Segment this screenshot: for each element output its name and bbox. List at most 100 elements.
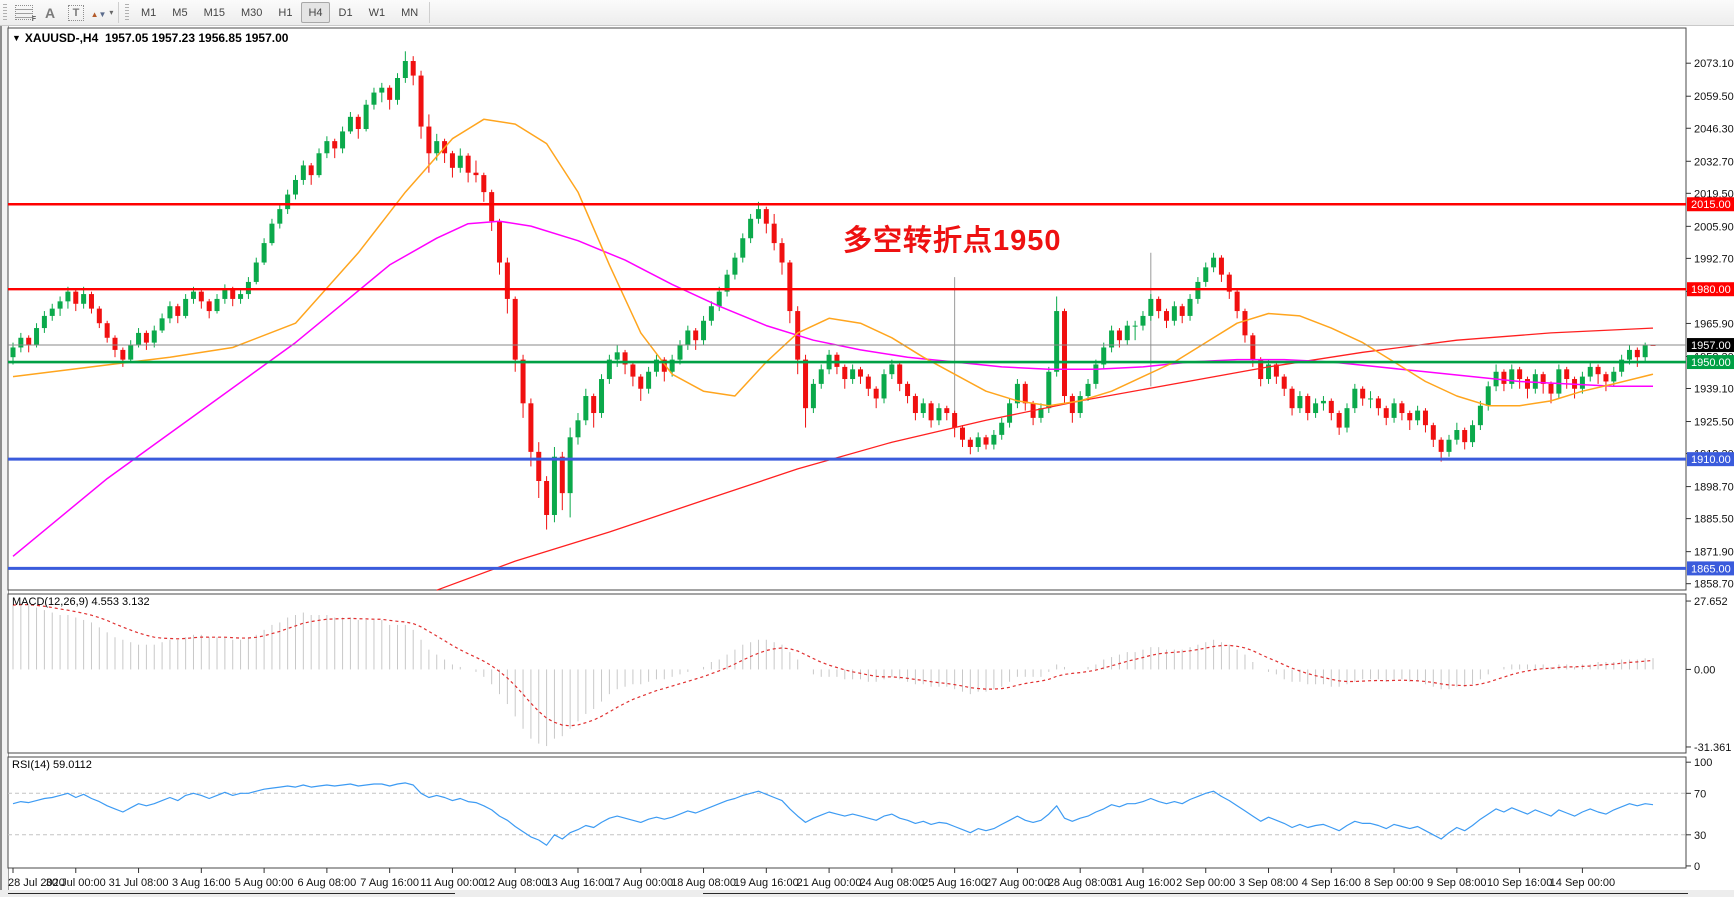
svg-text:18 Aug 08:00: 18 Aug 08:00 xyxy=(671,877,736,889)
svg-text:1858.70: 1858.70 xyxy=(1694,579,1734,591)
svg-text:19 Aug 16:00: 19 Aug 16:00 xyxy=(734,877,799,889)
timeframe-button-M30[interactable]: M30 xyxy=(240,6,263,19)
svg-text:30: 30 xyxy=(1694,830,1706,842)
grid-f-tool-button[interactable]: F xyxy=(11,2,37,23)
grid-f-icon: F xyxy=(15,5,36,23)
text-label-icon: A xyxy=(44,4,56,21)
chart-annotation-text[interactable]: 多空转折点1950 xyxy=(843,225,1062,257)
svg-text:28 Jul 2020: 28 Jul 2020 xyxy=(8,877,65,889)
chart-ohlc-values: 1957.05 1957.23 1956.85 1957.00 xyxy=(104,31,289,45)
timeframe-button-H4[interactable]: H4 xyxy=(301,2,330,23)
hline-price-label xyxy=(1687,452,1734,467)
svg-text:25 Aug 16:00: 25 Aug 16:00 xyxy=(922,877,987,889)
arrows-icon: ▲▼ xyxy=(91,4,107,22)
svg-text:3 Aug 16:00: 3 Aug 16:00 xyxy=(172,877,231,889)
svg-text:21 Aug 00:00: 21 Aug 00:00 xyxy=(797,877,862,889)
arrows-tool-button[interactable]: ▲▼ ▾ xyxy=(89,2,115,23)
svg-text:1871.90: 1871.90 xyxy=(1694,547,1734,559)
horizontal-lines-layer xyxy=(8,203,1686,570)
svg-text:2059.50: 2059.50 xyxy=(1694,91,1734,103)
price-pane[interactable] xyxy=(7,27,1687,591)
svg-text:9 Sep 08:00: 9 Sep 08:00 xyxy=(1427,877,1486,889)
svg-text:2005.90: 2005.90 xyxy=(1694,221,1734,233)
ma-line-slow-red xyxy=(436,327,1654,591)
svg-text:12 Aug 08:00: 12 Aug 08:00 xyxy=(483,877,548,889)
svg-text:1957.00: 1957.00 xyxy=(1691,340,1731,352)
hline-price-label xyxy=(1687,355,1734,370)
symbol-dropdown-icon[interactable]: ▼ xyxy=(12,33,21,43)
svg-text:1925.50: 1925.50 xyxy=(1694,417,1734,429)
rsi-pane[interactable] xyxy=(7,756,1687,869)
svg-text:0.00: 0.00 xyxy=(1694,664,1715,676)
toolbar-grip[interactable] xyxy=(3,4,7,21)
svg-text:5 Aug 00:00: 5 Aug 00:00 xyxy=(235,877,294,889)
timeframe-button-M15[interactable]: M15 xyxy=(203,6,225,19)
ma-line-fast-orange xyxy=(12,118,1654,407)
svg-text:6 Aug 08:00: 6 Aug 08:00 xyxy=(298,877,357,889)
svg-text:8 Sep 00:00: 8 Sep 00:00 xyxy=(1364,877,1423,889)
hline-price-label xyxy=(1687,282,1734,297)
timeframe-button-M5[interactable]: M5 xyxy=(172,6,188,19)
svg-text:31 Jul 08:00: 31 Jul 08:00 xyxy=(109,877,169,889)
svg-text:7 Aug 16:00: 7 Aug 16:00 xyxy=(360,877,419,889)
svg-text:70: 70 xyxy=(1694,788,1706,800)
svg-text:27.652: 27.652 xyxy=(1694,596,1728,608)
hline-price-label xyxy=(1687,561,1734,576)
svg-text:17 Aug 00:00: 17 Aug 00:00 xyxy=(608,877,673,889)
svg-text:1939.10: 1939.10 xyxy=(1694,384,1734,396)
svg-text:2015.00: 2015.00 xyxy=(1691,199,1731,211)
macd-axis: 27.652 0.00 -31.361 xyxy=(1686,596,1731,754)
timeframe-button-M1[interactable]: M1 xyxy=(141,6,157,19)
arrow-up-icon: ▲ xyxy=(90,9,99,19)
toolbar-grip[interactable] xyxy=(125,4,129,21)
svg-text:0: 0 xyxy=(1694,861,1700,873)
svg-text:2046.30: 2046.30 xyxy=(1694,123,1734,135)
svg-text:4 Sep 16:00: 4 Sep 16:00 xyxy=(1302,877,1361,889)
toolbar-separator xyxy=(118,2,119,23)
svg-text:31 Aug 16:00: 31 Aug 16:00 xyxy=(1111,877,1176,889)
chart-symbol-period: XAUUSD-,H4 xyxy=(24,31,99,45)
svg-text:24 Aug 08:00: 24 Aug 08:00 xyxy=(859,877,924,889)
timeframe-button-H1[interactable]: H1 xyxy=(278,6,293,19)
chart-title: ▼ XAUUSD-,H4 1957.05 1957.23 1956.85 1957… xyxy=(12,31,288,45)
bottom-tab-edge xyxy=(703,893,1688,897)
svg-text:-31.361: -31.361 xyxy=(1694,742,1731,754)
bottom-tab-edge xyxy=(8,893,455,897)
timeframe-button-D1[interactable]: D1 xyxy=(338,6,353,19)
svg-text:11 Aug 00:00: 11 Aug 00:00 xyxy=(420,877,484,889)
ma-line-medium-magenta xyxy=(12,220,1653,557)
chart-canvas[interactable]: 2073.102059.502046.302032.702019.502005.… xyxy=(0,26,1734,897)
svg-text:100: 100 xyxy=(1694,757,1712,769)
svg-text:28 Aug 08:00: 28 Aug 08:00 xyxy=(1048,877,1113,889)
macd-pane[interactable] xyxy=(7,593,1687,754)
arrow-down-icon: ▼ xyxy=(98,9,107,19)
timeframe-bar: M1 M5 M15 M30 H1 H4 D1 W1 MN xyxy=(133,2,426,23)
rsi-line xyxy=(12,782,1654,846)
svg-text:1992.70: 1992.70 xyxy=(1694,253,1734,265)
svg-text:1898.70: 1898.70 xyxy=(1694,482,1734,494)
grid-f-icon-letter: F xyxy=(31,16,36,23)
svg-text:1865.00: 1865.00 xyxy=(1691,563,1731,575)
svg-text:10 Sep 16:00: 10 Sep 16:00 xyxy=(1487,877,1552,889)
rsi-indicator-label: RSI(14) 59.0112 xyxy=(12,759,92,771)
timeframe-button-W1[interactable]: W1 xyxy=(368,6,386,19)
macd-indicator-label: MACD(12,26,9) 4.553 3.132 xyxy=(12,596,150,608)
svg-text:1910.00: 1910.00 xyxy=(1691,454,1731,466)
svg-text:2073.10: 2073.10 xyxy=(1694,58,1734,70)
svg-text:2 Sep 00:00: 2 Sep 00:00 xyxy=(1176,877,1235,889)
svg-text:27 Aug 00:00: 27 Aug 00:00 xyxy=(985,877,1050,889)
svg-text:3 Sep 08:00: 3 Sep 08:00 xyxy=(1239,877,1298,889)
text-label-tool-button[interactable]: A xyxy=(37,2,63,23)
svg-text:1950.00: 1950.00 xyxy=(1691,357,1731,369)
svg-text:1885.50: 1885.50 xyxy=(1694,514,1734,526)
toolbar: F A T ▲▼ ▾ M1 M5 M15 M30 H1 H4 D1 W1 MN xyxy=(0,0,1734,26)
timeframe-button-MN[interactable]: MN xyxy=(401,6,419,19)
svg-text:13 Aug 16:00: 13 Aug 16:00 xyxy=(546,877,611,889)
macd-histogram xyxy=(12,602,1654,747)
text-box-tool-button[interactable]: T xyxy=(63,2,89,23)
dropdown-caret-icon[interactable]: ▾ xyxy=(109,8,114,17)
toolbar-separator xyxy=(429,2,431,23)
svg-text:14 Sep 00:00: 14 Sep 00:00 xyxy=(1550,877,1615,889)
